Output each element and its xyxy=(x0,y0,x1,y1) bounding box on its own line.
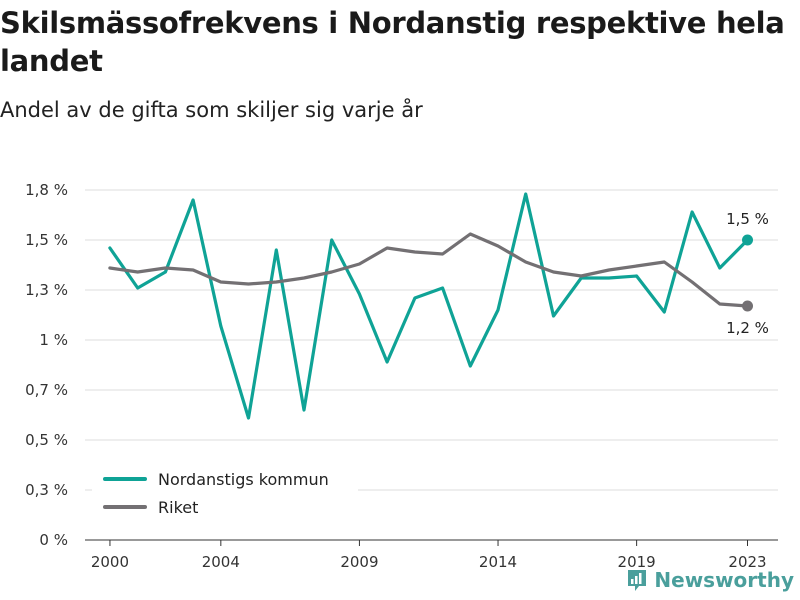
series-line-nordanstig xyxy=(108,192,750,420)
newsworthy-icon xyxy=(628,570,647,591)
y-tick-label: 0 % xyxy=(39,531,68,549)
x-tick-label: 2009 xyxy=(340,553,378,571)
newsworthy-logo: Newsworthy xyxy=(626,568,794,592)
y-tick-label: 0,7 % xyxy=(25,381,68,399)
legend-label-nordanstig: Nordanstigs kommun xyxy=(158,470,329,489)
brand-name: Newsworthy xyxy=(654,568,794,592)
end-label-riket: 1,2 % xyxy=(726,319,769,337)
legend-label-riket: Riket xyxy=(158,498,198,517)
legend-background xyxy=(92,462,358,528)
end-label-nordanstig: 1,5 % xyxy=(726,210,769,228)
x-tick-label: 2004 xyxy=(202,553,240,571)
x-tick-label: 2023 xyxy=(728,553,766,571)
chart-title: Skilsmässofrekvens i Nordanstig respekti… xyxy=(0,6,785,78)
end-point-nordanstig xyxy=(742,234,754,246)
y-tick-label: 1 % xyxy=(39,331,68,349)
chart-subtitle: Andel av de gifta som skiljer sig varje … xyxy=(0,98,423,122)
series-lines: 1,5 % 1,2 % xyxy=(108,192,769,420)
legend: Nordanstigs kommun Riket xyxy=(92,462,358,528)
y-tick-label: 0,5 % xyxy=(25,431,68,449)
x-tick-label: 2019 xyxy=(618,553,656,571)
y-tick-label: 0,3 % xyxy=(25,481,68,499)
axes: 0 % 0,3 % 0,5 % 0,7 % 1 % 1,3 % 1,5 % 1,8 % 2000… xyxy=(25,181,778,571)
x-tick-label: 2014 xyxy=(479,553,517,571)
series-line-riket xyxy=(108,232,750,308)
y-tick-label: 1,3 % xyxy=(25,281,68,299)
grid-lines xyxy=(85,189,778,491)
y-tick-label: 1,5 % xyxy=(25,231,68,249)
x-tick-label: 2000 xyxy=(91,553,129,571)
y-tick-label: 1,8 % xyxy=(25,181,68,199)
end-point-riket xyxy=(742,300,754,312)
